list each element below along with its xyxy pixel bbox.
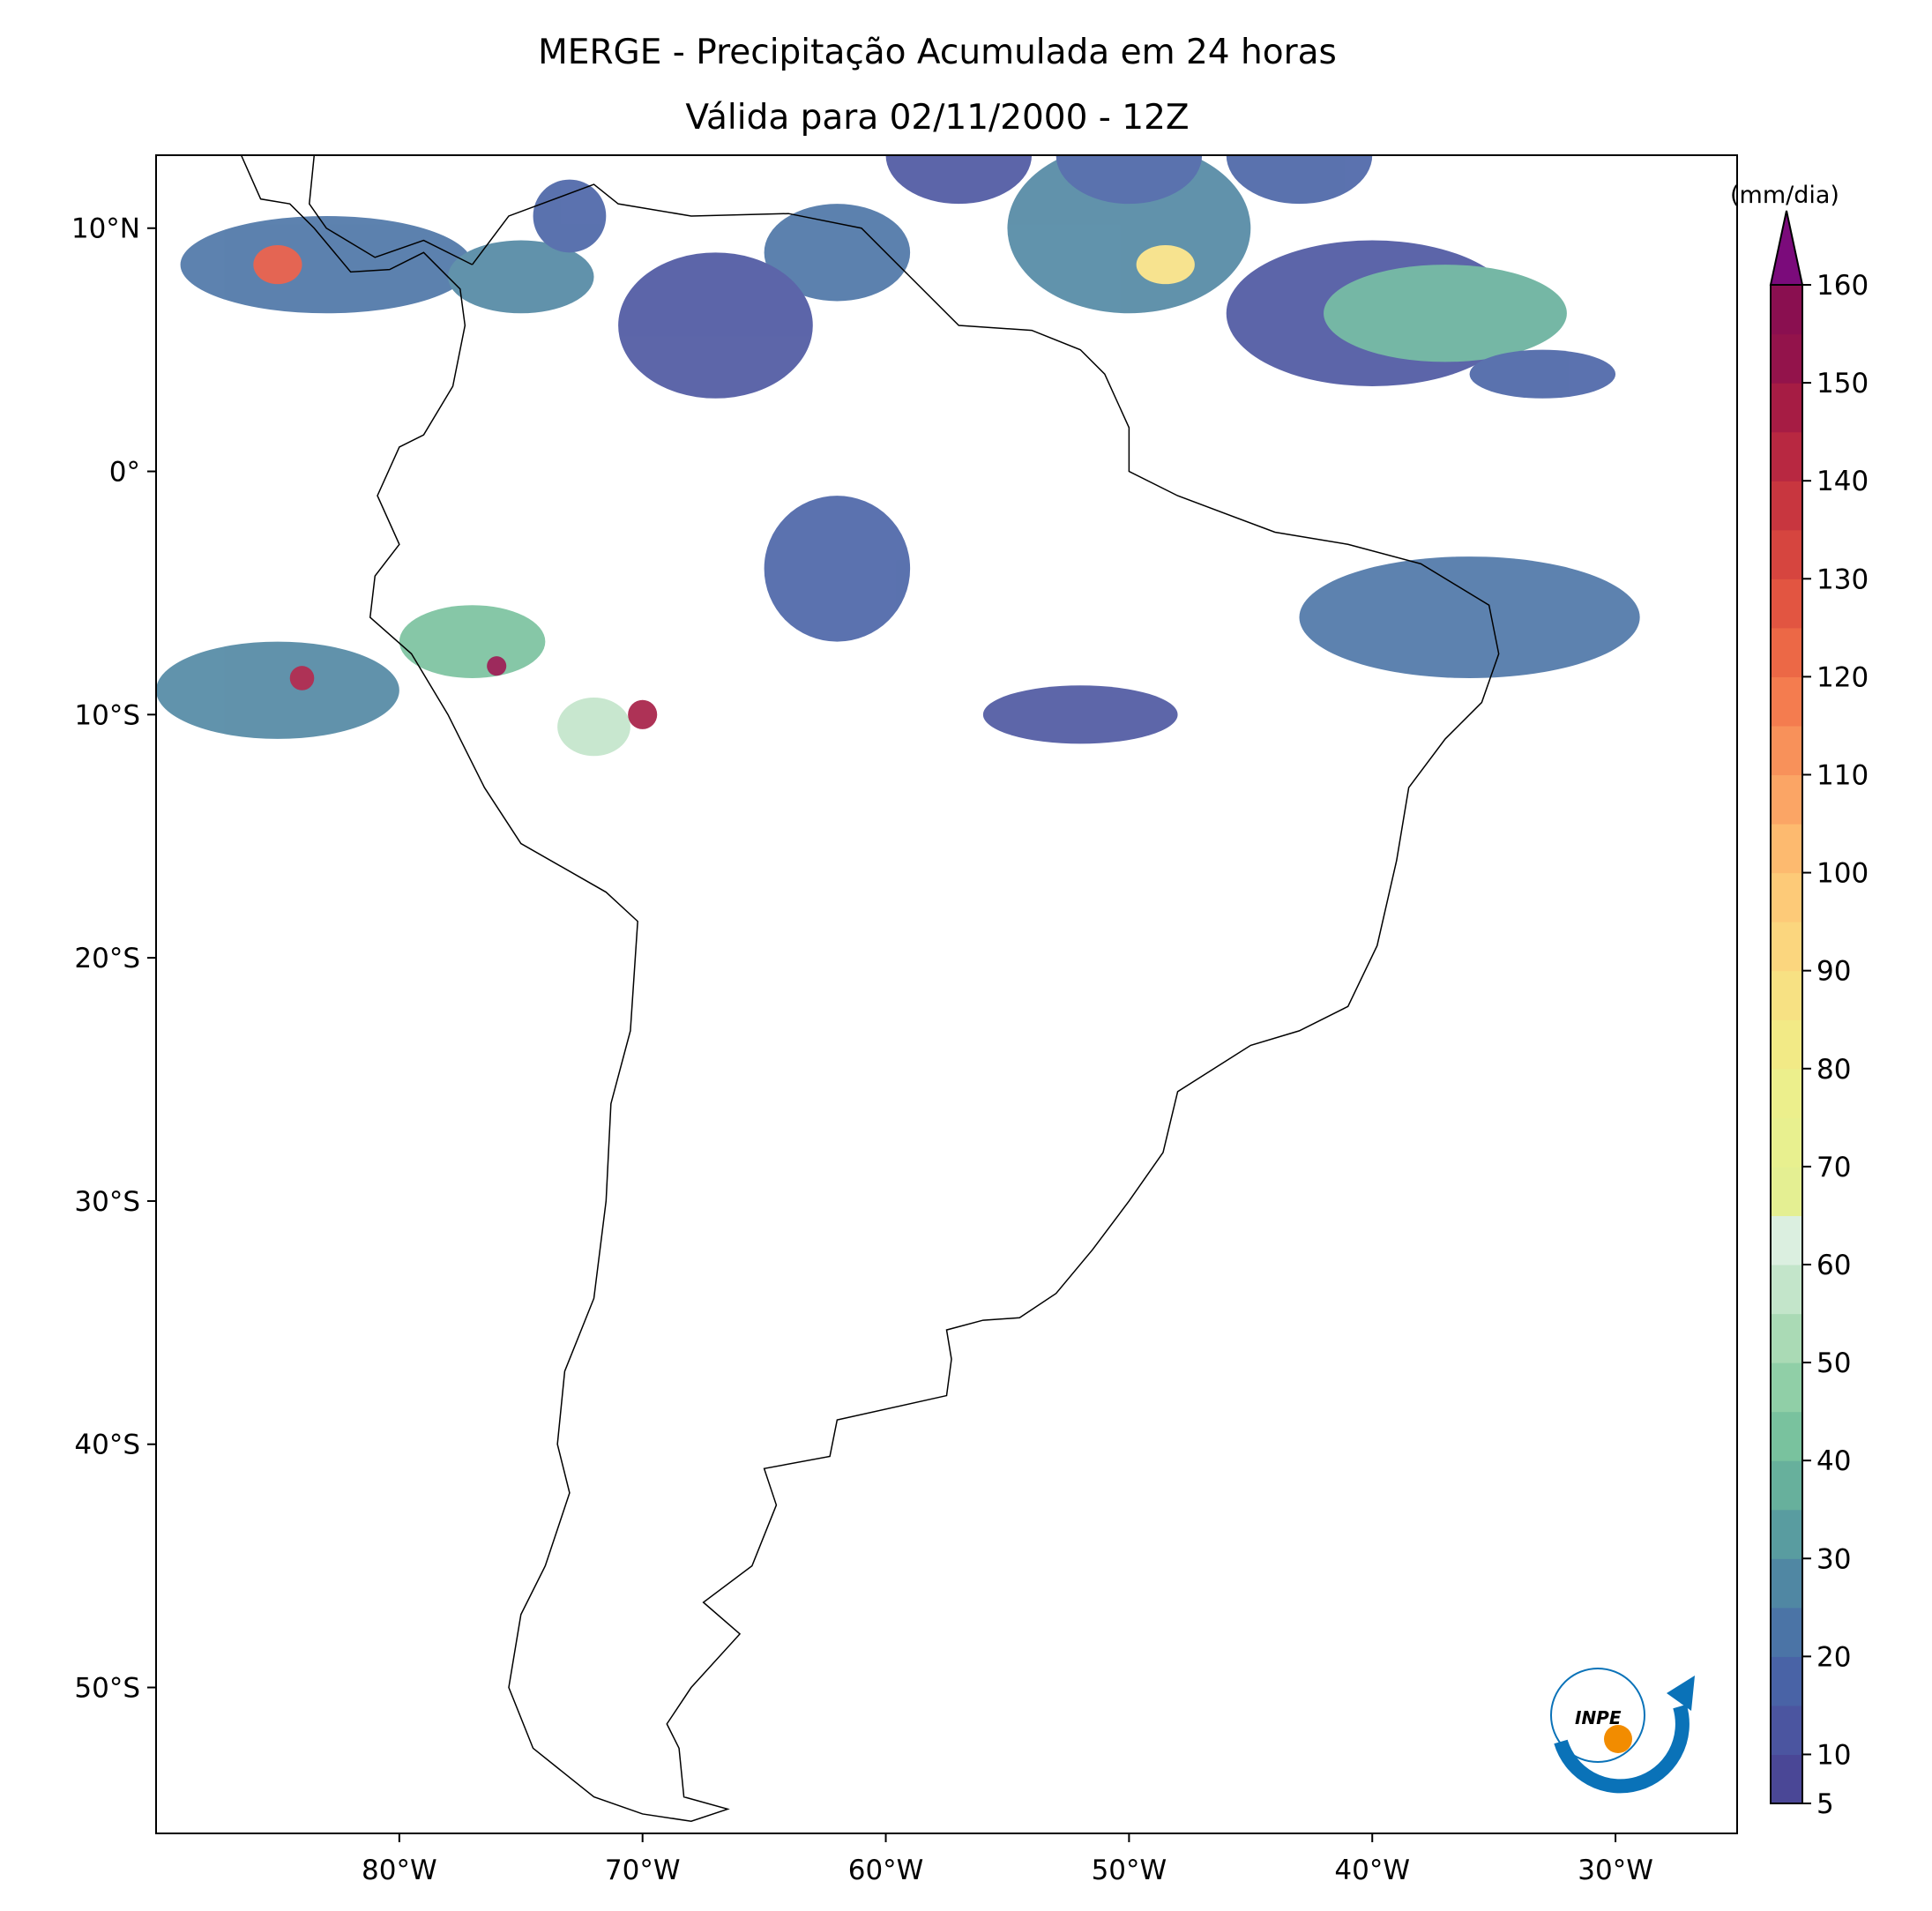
x-tick-label: 60°W <box>848 1855 924 1886</box>
colorbar-tick-label: 140 <box>1816 466 1869 497</box>
colorbar-band <box>1771 383 1802 433</box>
colorbar-tick-label: 160 <box>1816 270 1869 302</box>
colorbar-band <box>1771 774 1802 825</box>
y-tick-label: 30°S <box>74 1186 140 1218</box>
y-tick-label: 40°S <box>74 1430 140 1461</box>
colorbar-tick-label: 90 <box>1816 956 1851 988</box>
colorbar-label: (mm/dia) <box>1730 182 1839 209</box>
colorbar-extend <box>1769 210 1804 286</box>
colorbar-band <box>1771 1019 1802 1070</box>
colorbar-tick-label: 80 <box>1816 1054 1851 1086</box>
colorbar-band <box>1771 1656 1802 1706</box>
colorbar-band <box>1771 922 1802 972</box>
colorbar-band <box>1771 1754 1802 1804</box>
logo-text: INPE <box>1575 1707 1622 1728</box>
colorbar-tick-label: 70 <box>1816 1152 1851 1183</box>
colorbar-band <box>1771 1313 1802 1363</box>
colorbar-band <box>1771 872 1802 922</box>
colorbar-band <box>1771 1117 1802 1168</box>
logo: INPE <box>1550 1668 1695 1794</box>
colorbar-tick-label: 10 <box>1816 1739 1851 1771</box>
colorbar-tick-label: 5 <box>1816 1788 1834 1820</box>
x-tick-label: 70°W <box>605 1855 681 1886</box>
precipitation-field <box>156 155 1640 757</box>
x-tick-label: 30°W <box>1578 1855 1653 1886</box>
colorbar-band <box>1771 1509 1802 1559</box>
colorbar-outline <box>1770 284 1803 1804</box>
colorbar-band <box>1771 579 1802 629</box>
colorbar-tick-label: 100 <box>1816 858 1869 890</box>
colorbar-band <box>1771 676 1802 727</box>
title: MERGE - Precipitação Acumulada em 24 hor… <box>538 33 1337 72</box>
y-tick-label: 20°S <box>74 943 140 974</box>
colorbar-band <box>1771 1460 1802 1511</box>
colorbar-tick-label: 110 <box>1816 759 1869 791</box>
colorbar-tick-label: 130 <box>1816 564 1869 595</box>
colorbar-tick-label: 50 <box>1816 1347 1851 1379</box>
colorbar-tick-label: 150 <box>1816 368 1869 399</box>
y-tick-label: 10°N <box>71 213 140 245</box>
colorbar-band <box>1771 285 1802 335</box>
x-tick-label: 40°W <box>1334 1855 1410 1886</box>
colorbar-band <box>1771 627 1802 677</box>
map-frame <box>155 154 1738 1834</box>
colorbar-band <box>1771 1264 1802 1315</box>
subtitle: Válida para 02/11/2000 - 12Z <box>685 98 1189 138</box>
colorbar-band <box>1771 481 1802 531</box>
colorbar-band <box>1771 333 1802 384</box>
colorbar-band <box>1771 1362 1802 1413</box>
y-tick-label: 10°S <box>74 699 140 731</box>
colorbar-tick-label: 40 <box>1816 1445 1851 1477</box>
colorbar-tick-label: 60 <box>1816 1250 1851 1281</box>
colorbar-band <box>1771 1411 1802 1461</box>
geo-layer <box>156 155 1640 1821</box>
colorbar-band <box>1771 1558 1802 1609</box>
colorbar-tick-label: 30 <box>1816 1543 1851 1575</box>
colorbar-tick-label: 20 <box>1816 1641 1851 1673</box>
colorbar-band <box>1771 431 1802 481</box>
colorbar-band <box>1771 1607 1802 1657</box>
colorbar-band <box>1771 1215 1802 1265</box>
colorbar-band <box>1771 1068 1802 1118</box>
colorbar-band <box>1771 725 1802 776</box>
map-area <box>156 155 1640 1821</box>
coastline <box>242 155 1499 1821</box>
colorbar-band <box>1771 529 1802 579</box>
colorbar: 5 10 20 30 40 50 60 70 80 90 100 110 120 130 140 150 160 <box>1769 210 1869 1820</box>
colorbar-band <box>1771 1166 1802 1217</box>
colorbar-band <box>1771 824 1802 874</box>
colorbar-band <box>1771 970 1802 1020</box>
colorbar-tick-label: 120 <box>1816 661 1869 693</box>
x-tick-label: 50°W <box>1092 1855 1167 1886</box>
y-tick-label: 0° <box>109 457 140 489</box>
colorbar-band <box>1771 1705 1802 1756</box>
x-tick-label: 80°W <box>362 1855 437 1886</box>
y-tick-label: 50°S <box>74 1673 140 1705</box>
